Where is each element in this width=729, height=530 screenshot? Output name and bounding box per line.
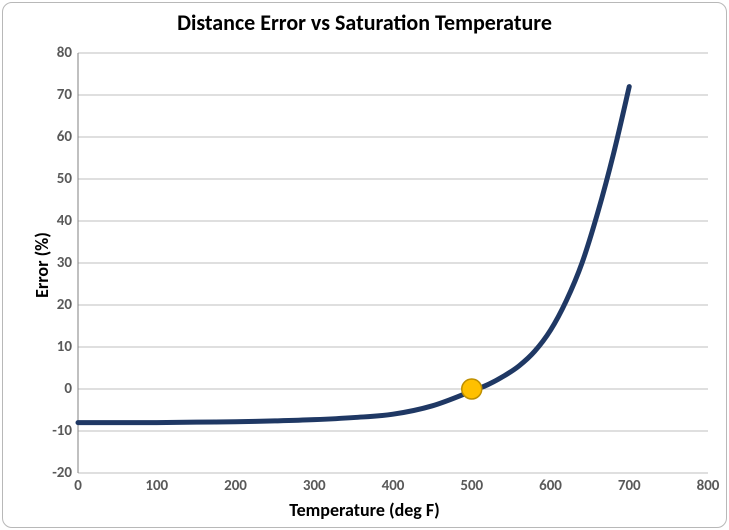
ytick-label: 30 [32, 254, 72, 272]
xtick-label: 800 [688, 477, 728, 495]
plot-area [78, 53, 708, 473]
ytick-label: -10 [32, 422, 72, 440]
ytick-label: 80 [32, 44, 72, 62]
highlight-marker [462, 379, 482, 399]
xtick-label: 700 [609, 477, 649, 495]
ytick-label: 70 [32, 86, 72, 104]
chart-frame: Distance Error vs Saturation Temperature… [2, 2, 727, 528]
xtick-label: 500 [452, 477, 492, 495]
ytick-label: 60 [32, 128, 72, 146]
ytick-label: 10 [32, 338, 72, 356]
xtick-label: 100 [137, 477, 177, 495]
ytick-label: 50 [32, 170, 72, 188]
ytick-label: 20 [32, 296, 72, 314]
chart-title: Distance Error vs Saturation Temperature [3, 9, 726, 36]
chart-svg [78, 53, 708, 473]
xtick-label: 300 [294, 477, 334, 495]
xtick-label: 600 [531, 477, 571, 495]
xtick-label: 0 [58, 477, 98, 495]
xtick-label: 200 [216, 477, 256, 495]
xtick-label: 400 [373, 477, 413, 495]
x-axis-label: Temperature (deg F) [3, 499, 726, 521]
ytick-label: 40 [32, 212, 72, 230]
ytick-label: 0 [32, 380, 72, 398]
